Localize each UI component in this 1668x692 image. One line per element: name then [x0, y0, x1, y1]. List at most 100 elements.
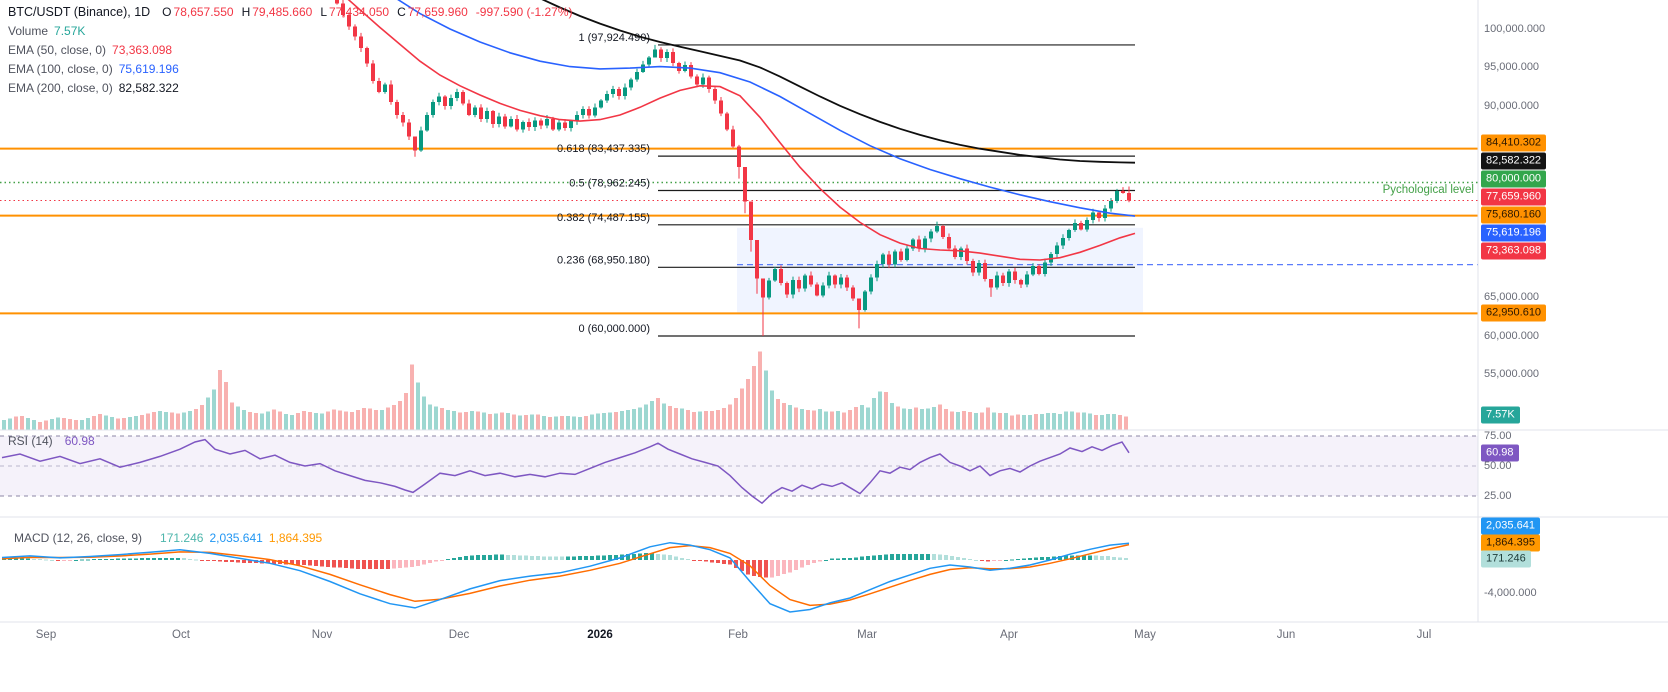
- macd-histogram-bar: [110, 558, 114, 560]
- volume-bar: [1052, 412, 1056, 430]
- macd-histogram-bar: [332, 560, 336, 568]
- volume-bar: [470, 411, 474, 430]
- rsi-legend[interactable]: RSI (14) 60.98: [8, 434, 95, 448]
- candle-body: [797, 279, 801, 289]
- macd-histogram-bar: [1094, 555, 1098, 560]
- macd-histogram-bar: [1082, 555, 1086, 560]
- candle-body: [701, 77, 705, 85]
- volume-bar: [998, 413, 1002, 430]
- candle-body: [959, 248, 963, 257]
- volume-bar: [734, 398, 738, 430]
- volume-bar: [170, 412, 174, 430]
- volume-bar: [944, 409, 948, 430]
- candle-body: [425, 114, 429, 131]
- macd-histogram-bar: [152, 558, 156, 560]
- volume-bar: [590, 414, 594, 430]
- axis-price-badge: 2,035.641: [1481, 517, 1540, 535]
- volume-bar: [410, 364, 414, 430]
- candle-body: [1061, 237, 1065, 246]
- axis-tick-label: 50.00: [1484, 460, 1512, 472]
- macd-histogram-bar: [602, 555, 606, 560]
- macd-histogram-bar: [398, 560, 402, 569]
- macd-histogram-bar: [932, 554, 936, 560]
- volume-row[interactable]: Volume 7.57K: [8, 21, 573, 40]
- macd-histogram-bar: [80, 559, 84, 561]
- volume-bar: [542, 415, 546, 430]
- candle-body: [725, 113, 729, 130]
- volume-bar: [584, 415, 588, 430]
- volume-bar: [794, 407, 798, 430]
- macd-histogram-bar: [764, 560, 768, 578]
- volume-bar: [302, 411, 306, 430]
- macd-histogram-bar: [1118, 557, 1122, 560]
- candle-body: [1007, 271, 1011, 284]
- indicator-row[interactable]: EMA (50, close, 0) 73,363.098: [8, 40, 573, 59]
- volume-bar: [494, 413, 498, 430]
- volume-bar: [32, 420, 36, 430]
- candle-body: [815, 284, 819, 296]
- ohlc-value: 79,485.660: [252, 4, 313, 19]
- macd-histogram-bar: [236, 560, 240, 563]
- macd-histogram-bar: [944, 555, 948, 560]
- macd-histogram-bar: [632, 553, 636, 560]
- macd-histogram-bar: [86, 559, 90, 561]
- macd-histogram-bar: [500, 554, 504, 560]
- candle-body: [491, 111, 495, 125]
- candle-body: [443, 96, 447, 106]
- candle-body: [923, 238, 927, 249]
- time-axis-label: Feb: [728, 629, 748, 641]
- macd-histogram-bar: [800, 560, 804, 568]
- macd-histogram-bar: [38, 559, 42, 561]
- volume-bar: [380, 409, 384, 430]
- volume-bar: [752, 366, 756, 430]
- volume-bar: [632, 408, 636, 430]
- indicator-row[interactable]: EMA (100, close, 0) 75,619.196: [8, 59, 573, 78]
- volume-bar: [728, 404, 732, 430]
- macd-histogram-bar: [386, 560, 390, 570]
- candle-body: [695, 76, 699, 85]
- indicator-row[interactable]: EMA (200, close, 0) 82,582.322: [8, 78, 573, 97]
- volume-bar: [218, 370, 222, 430]
- macd-histogram-bar: [854, 557, 858, 560]
- macd-histogram-bar: [440, 560, 444, 561]
- volume-bar: [428, 404, 432, 430]
- macd-histogram-bar: [650, 553, 654, 560]
- macd-histogram-bar: [644, 553, 648, 560]
- macd-histogram-bar: [1046, 556, 1050, 560]
- macd-histogram-bar: [890, 554, 894, 560]
- volume-bar: [38, 422, 42, 430]
- macd-histogram-bar: [878, 555, 882, 560]
- macd-histogram-bar: [176, 557, 180, 560]
- volume-bar: [662, 403, 666, 430]
- volume-bar: [536, 414, 540, 430]
- psychological-level-label: Pychological level: [1382, 184, 1474, 196]
- volume-bar: [1118, 414, 1122, 430]
- macd-histogram-bar: [488, 554, 492, 560]
- candle-body: [1097, 212, 1101, 218]
- volume-bar: [770, 390, 774, 430]
- time-axis-label: Dec: [448, 629, 470, 641]
- candle-body: [905, 248, 909, 261]
- candle-body: [935, 226, 939, 232]
- symbol-title[interactable]: BTC/USDT (Binance), 1D: [8, 4, 151, 19]
- volume-bar: [902, 408, 906, 430]
- ohlc-value: 77,659.960: [407, 4, 468, 19]
- macd-legend[interactable]: MACD (12, 26, close, 9) 171.246 2,035.641 1…: [8, 531, 322, 545]
- candle-body: [401, 114, 405, 123]
- volume-bar: [368, 408, 372, 430]
- volume-bar: [404, 393, 408, 430]
- volume-bar: [1112, 414, 1116, 430]
- volume-bar: [1010, 415, 1014, 430]
- volume-bar: [1124, 416, 1128, 430]
- symbol-row[interactable]: BTC/USDT (Binance), 1D O 78,657.550 H 79,48…: [8, 2, 573, 21]
- ema50-line: [347, 0, 1136, 261]
- macd-histogram-bar: [1106, 556, 1110, 560]
- macd-value: 171.246: [160, 531, 204, 545]
- candle-body: [563, 122, 567, 129]
- candle-body: [389, 84, 393, 102]
- candle-body: [497, 116, 501, 125]
- macd-histogram-bar: [476, 555, 480, 560]
- macd-histogram-bar: [770, 560, 774, 578]
- fib-level-label: 0.236 (68,950.180): [557, 254, 650, 266]
